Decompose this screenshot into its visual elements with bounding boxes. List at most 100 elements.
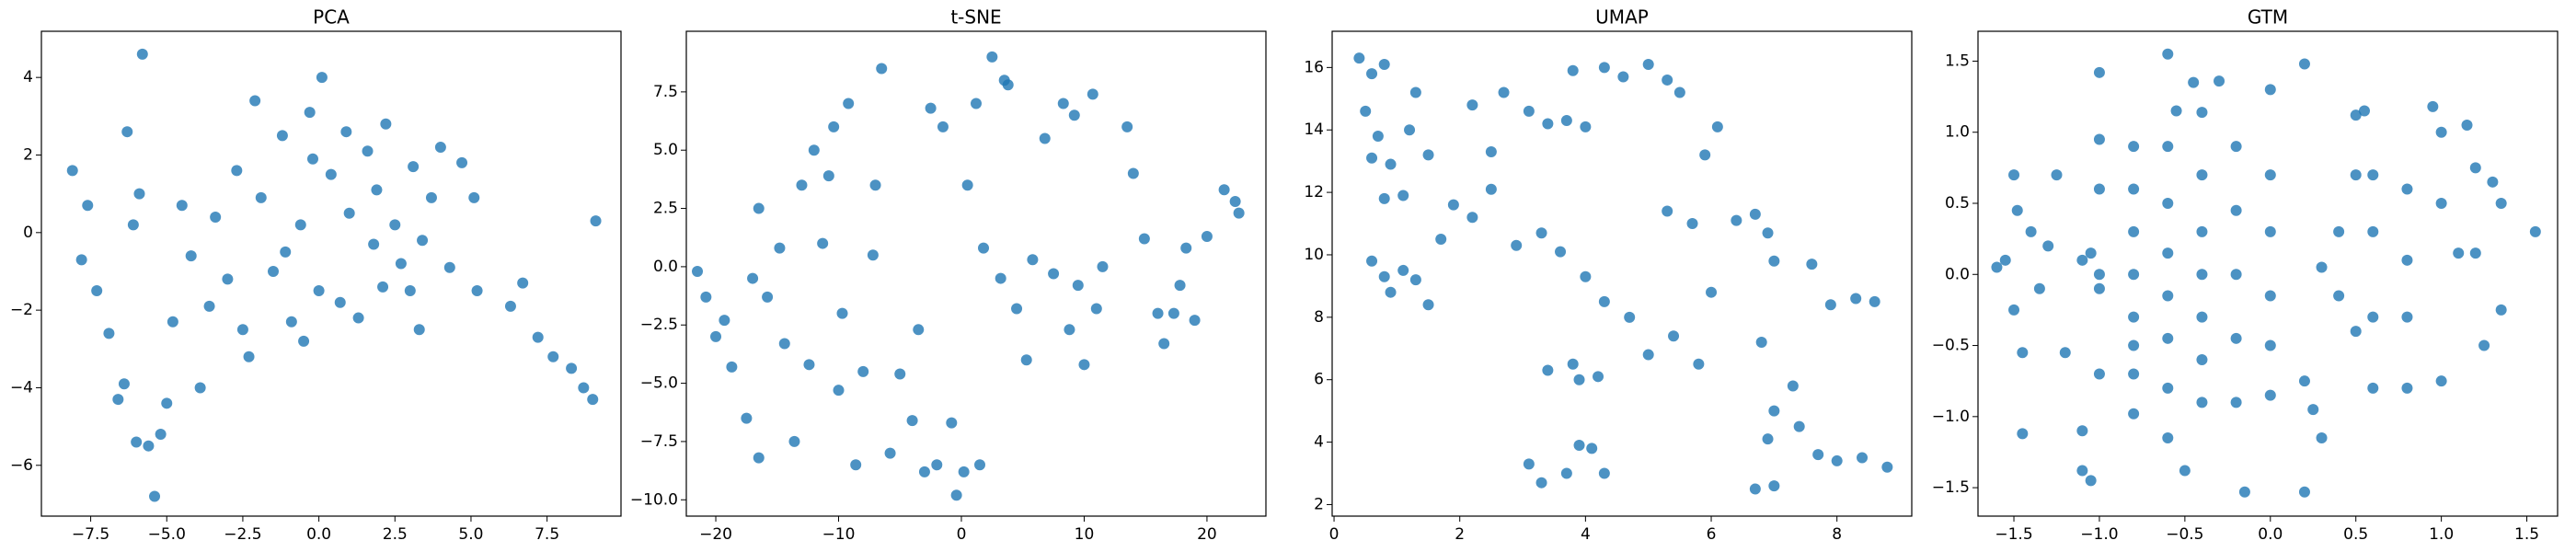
point [1372,131,1384,143]
point [2093,368,2105,380]
x-tick-label: −1.5 [1995,525,2032,544]
point [2093,66,2105,78]
axes-frame [1331,30,1913,517]
point [377,281,389,293]
point [1511,239,1523,251]
point [1366,255,1378,267]
subplot-title: GTM [2248,6,2288,29]
subplot-title: UMAP [1595,6,1649,29]
x-tick-label: −2.5 [224,525,261,544]
point [434,142,446,154]
point [2350,109,2362,121]
point [587,394,599,406]
x-tick-label: −5.0 [148,525,186,544]
point [1991,261,2003,273]
point [2008,304,2020,316]
point [2196,311,2208,323]
y-tick-label: 1.5 [1945,52,1970,70]
point [176,200,188,212]
y-tick-label: −10.0 [630,490,678,509]
point [1167,307,1179,319]
point [1385,286,1397,298]
point [298,335,310,347]
point [937,121,949,132]
point [1586,443,1598,454]
point [2196,354,2208,365]
point [1422,299,1434,311]
point [2453,247,2465,259]
point [2033,282,2045,294]
x-tick-label: −20 [699,525,732,544]
point [404,285,416,297]
point [906,415,918,427]
point [2093,282,2105,294]
point [304,107,316,119]
x-tick-label: 1.5 [2514,525,2539,544]
x-tick-label: 5.0 [458,525,483,544]
point [91,285,103,297]
point [316,72,328,84]
point [958,466,970,477]
point [2401,254,2413,266]
point [2162,382,2174,394]
point [2051,169,2063,181]
y-tick-label: 8 [1314,308,1324,327]
y-tick-label: 0 [23,224,33,242]
point [395,258,407,270]
point [2093,269,2105,281]
point [2076,254,2088,266]
x-tick-label: 1.0 [2429,525,2454,544]
point [276,130,288,142]
point [1397,264,1409,276]
point [2469,247,2481,259]
point [578,382,590,394]
point [726,361,738,373]
point [133,188,145,200]
point [2367,169,2379,181]
point [1762,227,1774,239]
point [1378,58,1390,70]
point [867,249,879,261]
point [2042,240,2054,252]
point [2367,382,2379,394]
point [741,412,753,424]
point [2238,486,2250,498]
point [2401,382,2413,394]
point [112,394,124,406]
point [118,378,130,390]
point [103,328,115,339]
y-tick-label: 4 [1314,433,1324,452]
point [1397,190,1409,201]
point [1831,454,1843,466]
point [127,219,139,231]
point [313,285,325,297]
point [325,168,337,180]
point [417,235,429,247]
point [1699,149,1711,161]
point [185,250,197,262]
point [547,351,559,362]
point [1233,207,1245,219]
point [2333,290,2345,302]
point [803,359,815,371]
point [1642,349,1654,361]
point [2230,397,2242,408]
point [1201,230,1213,242]
point [1768,480,1780,492]
point [468,191,480,203]
point [2128,368,2140,380]
point [998,75,1010,86]
axes-frame [1977,30,2559,517]
point [918,466,930,477]
point [1447,199,1459,211]
point [2017,428,2029,440]
point [1189,315,1201,327]
y-tick-label: 6 [1314,371,1324,389]
y-tick-label: 2.5 [653,200,678,218]
point [255,191,267,203]
point [2350,169,2362,181]
x-tick-label: 7.5 [535,525,559,544]
point [2085,475,2097,487]
point [362,145,374,157]
